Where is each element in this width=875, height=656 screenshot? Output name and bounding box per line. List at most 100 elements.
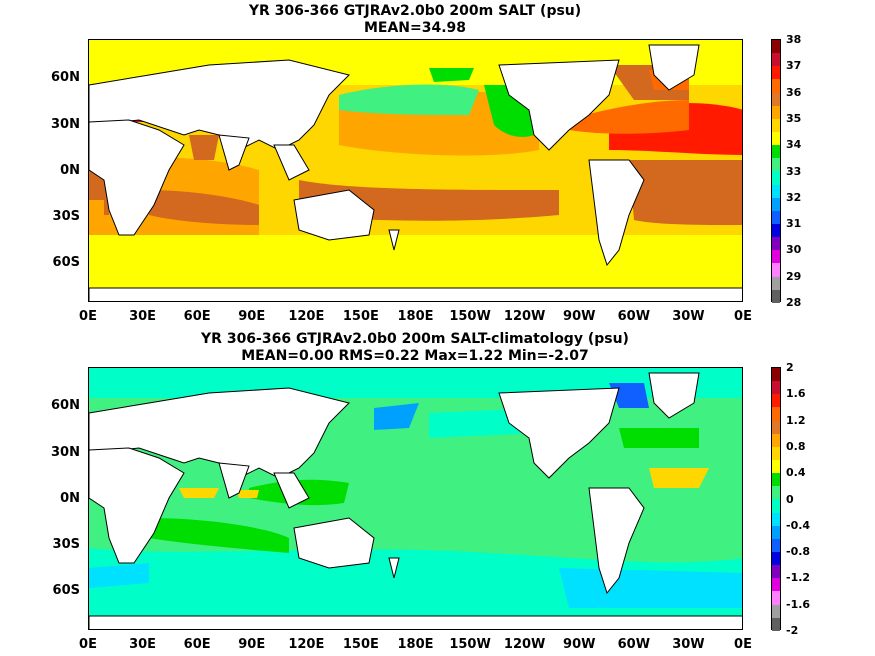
panel2-map[interactable] [88,367,743,630]
panel1-xtick: 30W [672,309,705,324]
panel1-colorbar-label: 35 [786,111,802,125]
panel2-colorbar-swatch [772,368,780,382]
patch-satl-blue [559,568,742,608]
panel1-map[interactable] [88,39,743,302]
panel1-colorbar-swatch [772,158,780,172]
panel2-xtick: 150E [342,637,379,652]
panel1-xtick: 150E [342,309,379,324]
panel2-ylab-60s: 60S [52,583,80,598]
patch-bengal-yellow [237,490,259,498]
panel1-colorbar-swatch [772,79,780,93]
panel2-colorbar-label: 0.8 [786,439,806,453]
panel1-ylab-0n: 0N [60,163,80,178]
panel2-xtick: 120E [288,637,325,652]
panel1-ylab-60s: 60S [52,255,80,270]
panel2-colorbar-label: 1.6 [786,387,806,401]
panel2-colorbar-swatch [772,525,780,539]
panel2-xtick: 60E [183,637,211,652]
panel1-colorbar-label: 38 [786,33,802,46]
panel1-title: YR 306-366 GTJRAv2.0b0 200m SALT (psu) [248,3,582,19]
panel2-colorbar-swatch [772,512,780,526]
patch-atl-yellow [649,468,709,488]
panel2-colorbar-swatch [772,499,780,513]
panel1-colorbar-label: 29 [786,269,802,283]
panel1-colorbar-swatch [772,131,780,146]
panel2-xtick: 90W [563,637,596,652]
panel1-colorbar-swatch [772,210,780,224]
patch-arabian-yellow [179,488,219,498]
panel2-xtick: 30E [129,637,157,652]
panel1-colorbar-swatch [772,118,780,132]
panel2-colorbar-swatch [772,407,780,421]
panel2-xtick: 60W [617,637,651,652]
panel2-colorbar [771,367,781,631]
panel2-title: YR 306-366 GTJRAv2.0b0 200m SALT-climato… [201,331,629,347]
panel2-colorbar-swatch [772,433,780,447]
panel2-colorbar-swatch [772,604,780,618]
panel1-colorbar-swatch [772,92,780,106]
panel1-xtick: 60E [183,309,211,324]
panel1-colorbar-label: 37 [786,59,802,73]
panel2-ylab-60n: 60N [51,398,80,413]
panel1-colorbar-label: 30 [786,243,802,257]
panel1-xtick: 60W [617,309,651,324]
panel2-xtick: 0E [734,637,752,652]
panel1-mean: MEAN=34.98 [363,20,467,36]
panel1-colorbar-swatch [772,223,780,238]
patch-natl-green [619,428,699,448]
panel2-colorbar-label: 2 [786,361,794,374]
patch-satl-salty [629,160,742,225]
panel2-colorbar-label: -1.6 [786,597,811,611]
panel2-colorbar-swatch [772,473,780,487]
panel1-xtick: 90W [563,309,596,324]
panel2-xtick: 180E [397,637,434,652]
panel2-map-svg [89,368,742,629]
panel1-colorbar-swatch [772,250,780,264]
panel2-colorbar-swatch [772,420,780,434]
panel2-colorbar-label: 1.2 [786,413,806,427]
panel1-colorbar-label: 28 [786,296,802,309]
panel1-colorbar-swatch [772,145,780,159]
panel2-colorbar-label: 0 [786,492,794,506]
panel2-colorbar-label: -1.2 [786,571,811,585]
panel2-xtick: 0E [79,637,97,652]
panel2-colorbar-label: -0.4 [786,518,811,532]
panel2-colorbar-swatch [772,459,780,474]
panel1-colorbar-swatch [772,53,780,67]
patch-west-edge [89,200,104,235]
patch-natl-orange [569,100,689,134]
panel1-ylab-30n: 30N [51,117,80,132]
panel2-stats: MEAN=0.00 RMS=0.22 Max=1.22 Min=-2.07 [241,348,589,364]
panel1-xtick: 180E [397,309,434,324]
patch-indian-green [149,518,289,553]
panel2-colorbar-swatch [772,381,780,395]
patch-bering [339,84,479,115]
panel1-colorbar-swatch [772,66,780,80]
panel2-ylab-30s: 30S [52,537,80,552]
panel2-xtick: 30W [672,637,705,652]
land [89,44,742,301]
patch-indian-salty [149,190,259,225]
patch-okhotsk-blue [374,403,419,430]
panel2-colorbar-swatch [772,486,780,500]
panel1-xtick: 120W [503,309,546,324]
panel1-colorbar-label: 34 [786,138,802,152]
patch-southern-blue [89,563,149,588]
panel1-colorbar-swatch [772,171,780,185]
panel2-colorbar-swatch [772,551,780,566]
panel2-xtick: 150W [449,637,491,652]
panel1-map-svg [89,40,742,301]
panel2-colorbar-swatch [772,446,780,460]
panel1-colorbar-label: 31 [786,217,802,231]
panel2-colorbar-label: 0.4 [786,466,806,480]
panel2-colorbar-swatch [772,578,780,592]
panel1-xtick: 150W [449,309,491,324]
panel1-xtick: 120E [288,309,325,324]
panel1-colorbar-label: 36 [786,85,802,99]
panel2-colorbar-swatch [772,591,780,605]
panel1-colorbar-swatch [772,263,780,277]
panel1-colorbar-swatch [772,184,780,198]
panel1-xtick: 90E [238,309,266,324]
panel1-xtick: 30E [129,309,157,324]
panel1-colorbar-swatch [772,276,780,290]
